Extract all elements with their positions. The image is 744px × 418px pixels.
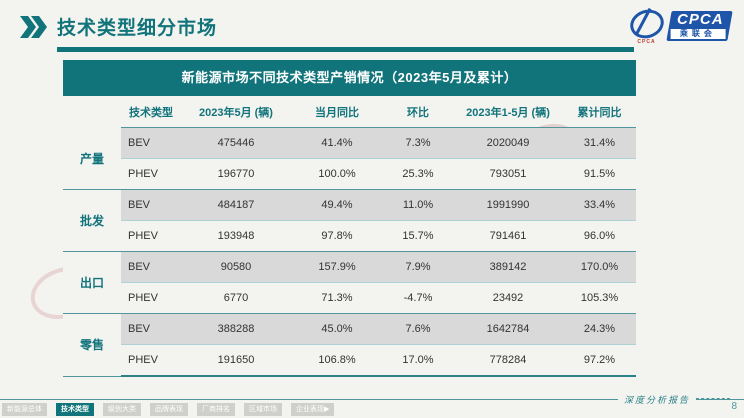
table-row: 产量 BEV 475446 41.4% 7.3% 2020049 31.4% bbox=[63, 127, 636, 190]
cell-may: 475446 bbox=[181, 127, 291, 159]
cell-tech: BEV bbox=[121, 189, 181, 221]
cpca-emblem-icon: CPCA bbox=[626, 5, 668, 45]
cell-cum: 96.0% bbox=[563, 220, 636, 252]
cell-mom: 15.7% bbox=[383, 220, 453, 252]
cell-mom: 7.3% bbox=[383, 127, 453, 159]
cell-cum: 170.0% bbox=[563, 251, 636, 283]
cell-yoy: 100.0% bbox=[291, 158, 383, 190]
cell-may: 388288 bbox=[181, 313, 291, 345]
cell-mom: 7.6% bbox=[383, 313, 453, 345]
cell-may: 484187 bbox=[181, 189, 291, 221]
cell-yoy: 41.4% bbox=[291, 127, 383, 159]
cell-tech: PHEV bbox=[121, 158, 181, 190]
cell-tech: BEV bbox=[121, 127, 181, 159]
cpca-chinese-text: 乘联会 bbox=[671, 29, 726, 39]
cell-ytd: 2020049 bbox=[453, 127, 563, 159]
cell-ytd: 778284 bbox=[453, 344, 563, 377]
header-yoy: 当月同比 bbox=[291, 96, 383, 128]
table-body: 产量 BEV 475446 41.4% 7.3% 2020049 31.4% PHEV 1967… bbox=[63, 127, 636, 377]
cell-cum: 24.3% bbox=[563, 313, 636, 345]
header-tech-type: 技术类型 bbox=[121, 96, 181, 128]
cell-cum: 97.2% bbox=[563, 344, 636, 377]
title-underline bbox=[57, 47, 634, 52]
tech-type-table: 技术类型 2023年5月 (辆) 当月同比 环比 2023年1-5月 (辆) 累… bbox=[63, 96, 636, 377]
double-chevron-icon bbox=[20, 15, 47, 38]
table-row: PHEV 193948 97.8% 15.7% 791461 96.0% bbox=[63, 220, 636, 252]
footer-tab[interactable]: 区域市场 bbox=[244, 403, 282, 416]
cell-cum: 105.3% bbox=[563, 282, 636, 314]
cell-tech: BEV bbox=[121, 251, 181, 283]
table-title: 新能源市场不同技术类型产销情况（2023年5月及累计） bbox=[63, 60, 636, 96]
cell-ytd: 23492 bbox=[453, 282, 563, 314]
cell-ytd: 1991990 bbox=[453, 189, 563, 221]
cell-tech: PHEV bbox=[121, 344, 181, 377]
table-row: 出口 BEV 90580 157.9% 7.9% 389142 170.0% bbox=[63, 251, 636, 314]
header-mom: 环比 bbox=[383, 96, 453, 128]
cell-mom: 25.3% bbox=[383, 158, 453, 190]
cell-tech: PHEV bbox=[121, 282, 181, 314]
cell-yoy: 45.0% bbox=[291, 313, 383, 345]
data-table-section: 新能源市场不同技术类型产销情况（2023年5月及累计） 技术类型 2023年5月… bbox=[63, 60, 636, 377]
footer-dashes bbox=[696, 398, 730, 399]
page-header: 技术类型细分市场 bbox=[20, 13, 217, 40]
footer-divider bbox=[0, 399, 744, 400]
cell-may: 90580 bbox=[181, 251, 291, 283]
cell-ytd: 793051 bbox=[453, 158, 563, 190]
header-cum-yoy: 累计同比 bbox=[563, 96, 636, 128]
cpca-logo: CPCA CPCA 乘联会 bbox=[626, 5, 733, 45]
header-empty bbox=[63, 96, 121, 128]
footer-tab[interactable]: 级别大类 bbox=[103, 403, 141, 416]
cell-may: 191650 bbox=[181, 344, 291, 377]
cell-mom: 11.0% bbox=[383, 189, 453, 221]
page-number: 8 bbox=[731, 401, 737, 412]
cell-yoy: 49.4% bbox=[291, 189, 383, 221]
emblem-caption: CPCA bbox=[637, 39, 656, 45]
header-may-volume: 2023年5月 (辆) bbox=[181, 96, 291, 128]
cell-mom: 7.9% bbox=[383, 251, 453, 283]
header-ytd-volume: 2023年1-5月 (辆) bbox=[453, 96, 563, 128]
cell-ytd: 389142 bbox=[453, 251, 563, 283]
table-row: PHEV 191650 106.8% 17.0% 778284 97.2% bbox=[63, 344, 636, 377]
group-label: 批发 bbox=[63, 189, 121, 252]
cell-yoy: 97.8% bbox=[291, 220, 383, 252]
cell-cum: 33.4% bbox=[563, 189, 636, 221]
footer-tab[interactable]: 企业表现▶ bbox=[291, 403, 335, 416]
cpca-text: CPCA bbox=[677, 11, 725, 28]
cell-cum: 31.4% bbox=[563, 127, 636, 159]
cell-may: 6770 bbox=[181, 282, 291, 314]
cell-yoy: 71.3% bbox=[291, 282, 383, 314]
cell-may: 193948 bbox=[181, 220, 291, 252]
footer-tab[interactable]: 新能源总体 bbox=[2, 403, 47, 416]
cell-mom: 17.0% bbox=[383, 344, 453, 377]
cell-mom: -4.7% bbox=[383, 282, 453, 314]
footer-note: 深度分析报告 bbox=[617, 393, 696, 406]
footer-tabs: 新能源总体 技术类型 级别大类 品牌表现 厂商排名 区域市场 企业表现▶ bbox=[2, 403, 335, 416]
group-label: 零售 bbox=[63, 313, 121, 377]
cell-tech: PHEV bbox=[121, 220, 181, 252]
cell-cum: 91.5% bbox=[563, 158, 636, 190]
page-title: 技术类型细分市场 bbox=[57, 18, 218, 39]
cell-yoy: 157.9% bbox=[291, 251, 383, 283]
group-label: 出口 bbox=[63, 251, 121, 314]
cell-ytd: 1642784 bbox=[453, 313, 563, 345]
cell-may: 196770 bbox=[181, 158, 291, 190]
cpca-wordmark: CPCA 乘联会 bbox=[666, 11, 733, 41]
table-row: 批发 BEV 484187 49.4% 11.0% 1991990 33.4% bbox=[63, 189, 636, 252]
footer-tab-active[interactable]: 技术类型 bbox=[56, 403, 94, 416]
group-label: 产量 bbox=[63, 127, 121, 190]
footer-tab[interactable]: 厂商排名 bbox=[197, 403, 235, 416]
table-row: PHEV 196770 100.0% 25.3% 793051 91.5% bbox=[63, 158, 636, 190]
table-row: 零售 BEV 388288 45.0% 7.6% 1642784 24.3% bbox=[63, 313, 636, 377]
cell-ytd: 791461 bbox=[453, 220, 563, 252]
cell-tech: BEV bbox=[121, 313, 181, 345]
cell-yoy: 106.8% bbox=[291, 344, 383, 377]
footer-tab[interactable]: 品牌表现 bbox=[150, 403, 188, 416]
table-row: PHEV 6770 71.3% -4.7% 23492 105.3% bbox=[63, 282, 636, 314]
table-header-row: 技术类型 2023年5月 (辆) 当月同比 环比 2023年1-5月 (辆) 累… bbox=[63, 96, 636, 128]
